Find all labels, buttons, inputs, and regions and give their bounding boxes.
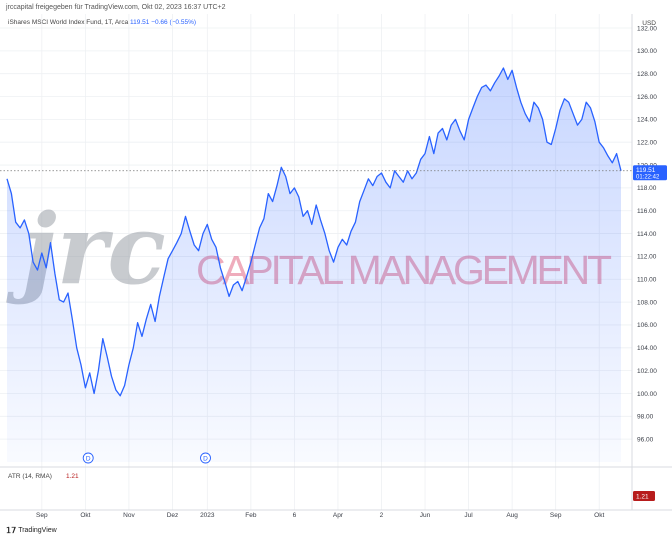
dividend-label: D xyxy=(203,456,208,463)
y-tick-label: 128.00 xyxy=(637,71,657,78)
x-tick-label: Feb xyxy=(245,512,257,519)
y-tick-label: 102.00 xyxy=(637,368,657,375)
bar-countdown: 01:22:42 xyxy=(636,174,660,180)
y-tick-label: 122.00 xyxy=(637,140,657,147)
dividend-marker xyxy=(82,452,94,464)
y-tick-label: 100.00 xyxy=(637,391,657,398)
instrument-name: iShares MSCI World Index Fund, 1T, Arca xyxy=(8,19,129,26)
x-tick-label: 6 xyxy=(293,512,297,519)
price-area-fill xyxy=(7,68,621,462)
x-tick-label: 2 xyxy=(380,512,384,519)
x-tick-label: Okt xyxy=(80,512,90,519)
last-price: 119.51 xyxy=(130,19,150,26)
y-tick-label: 96.00 xyxy=(637,436,654,443)
y-tick-label: 106.00 xyxy=(637,322,657,329)
currency-label: USD xyxy=(642,20,656,27)
instrument-legend: iShares MSCI World Index Fund, 1T, Arca … xyxy=(8,19,196,26)
x-tick-label: Dez xyxy=(167,512,179,519)
atr-label: ATR (14, RMA) xyxy=(8,473,52,480)
atr-value: 1.21 xyxy=(66,473,79,480)
dividend-label: D xyxy=(86,456,91,463)
x-tick-label: Sep xyxy=(550,512,562,519)
x-tick-label: Apr xyxy=(333,512,344,519)
y-tick-label: 110.00 xyxy=(637,277,657,284)
price-change: −0.66 (−0.55%) xyxy=(151,19,197,26)
y-tick-label: 116.00 xyxy=(637,208,657,215)
y-tick-label: 104.00 xyxy=(637,345,657,352)
tradingview-brand: TradingView xyxy=(18,527,57,534)
last-price-badge xyxy=(633,165,667,181)
atr-badge-value: 1.21 xyxy=(636,494,649,501)
price-axis[interactable]: 96.00 98.00 100.00 102.00 104.00 106.00 108.00… xyxy=(637,25,657,443)
x-tick-label: Jun xyxy=(420,512,431,519)
y-tick-label: 108.00 xyxy=(637,299,657,306)
y-tick-label: 114.00 xyxy=(637,231,657,238)
atr-pane: ATR (14, RMA) 1.21 1.21 xyxy=(8,473,655,501)
x-tick-label: 2023 xyxy=(200,512,215,519)
x-tick-label: Nov xyxy=(123,512,135,519)
y-tick-label: 118.00 xyxy=(637,185,657,192)
tradingview-logo-icon: 𝟣𝟩 xyxy=(6,526,17,535)
y-tick-label: 130.00 xyxy=(637,48,657,55)
y-tick-label: 98.00 xyxy=(637,414,654,421)
y-tick-label: 132.00 xyxy=(637,25,657,32)
dividend-marker xyxy=(200,452,211,464)
x-tick-label: Jul xyxy=(464,512,473,519)
x-tick-label: Sep xyxy=(36,512,48,519)
y-tick-label: 126.00 xyxy=(637,94,657,101)
y-tick-label: 112.00 xyxy=(637,254,657,261)
x-tick-label: Aug xyxy=(506,512,518,519)
x-tick-label: Okt xyxy=(594,512,604,519)
tradingview-footer: 𝟣𝟩 TradingView xyxy=(6,526,57,535)
last-price-value: 119.51 xyxy=(636,167,656,174)
publish-info: jrccapital freigegeben für TradingView.c… xyxy=(6,4,226,11)
y-tick-label: 124.00 xyxy=(637,117,657,124)
atr-badge xyxy=(633,491,655,501)
time-axis[interactable]: Sep Okt Nov Dez 2023 Feb 6 Apr 2 Jun Jul Aug Sep Okt xyxy=(36,512,604,519)
price-line xyxy=(6,67,622,397)
